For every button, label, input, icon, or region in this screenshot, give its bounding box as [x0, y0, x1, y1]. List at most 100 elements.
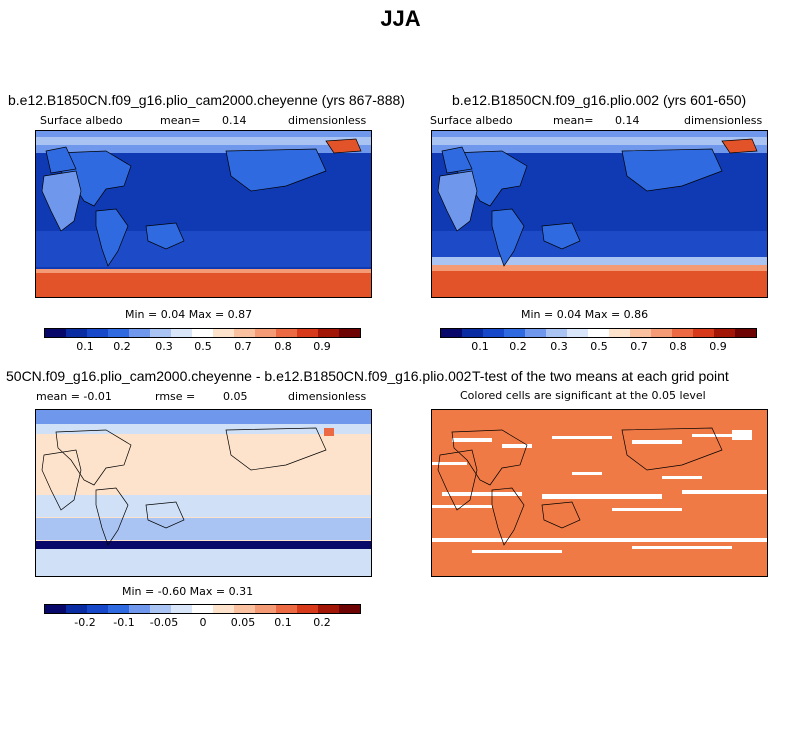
panel2-antarctic-core — [432, 271, 767, 297]
panel4-australia — [541, 501, 581, 529]
panel1-tick: 0.5 — [194, 340, 212, 353]
panel3-australia — [145, 501, 185, 529]
panel3-tick: -0.1 — [113, 616, 135, 629]
colorbar-swatch — [651, 329, 672, 337]
colorbar-swatch — [276, 329, 297, 337]
panel2-mean-label: mean= — [553, 114, 594, 127]
panel4-south-america — [491, 487, 525, 546]
panel2-tick: 0.8 — [669, 340, 687, 353]
colorbar-swatch — [45, 329, 66, 337]
colorbar-swatch — [255, 329, 276, 337]
colorbar-swatch — [483, 329, 504, 337]
panel2-tick: 0.7 — [630, 340, 648, 353]
panel1-tick: 0.8 — [274, 340, 292, 353]
panel1-variable-label: Surface albedo — [40, 114, 123, 127]
panel1-units: dimensionless — [288, 114, 367, 127]
panel1-antarctic-core — [36, 273, 371, 297]
colorbar-swatch — [108, 329, 129, 337]
panel4-title: T-test of the two means at each grid poi… — [472, 368, 729, 384]
colorbar-swatch — [588, 329, 609, 337]
panel1-tick: 0.2 — [113, 340, 131, 353]
panel1-tick: 0.3 — [155, 340, 173, 353]
panel3-asia — [225, 427, 327, 471]
panel2-africa — [437, 170, 478, 232]
colorbar-swatch — [297, 329, 318, 337]
colorbar-swatch — [108, 605, 129, 613]
panel1-greenland — [325, 138, 362, 154]
panel1-map — [35, 130, 372, 298]
panel2-south-america — [491, 208, 525, 267]
panel3-sea-ice-edge-diff — [36, 541, 371, 549]
panel3-tick: 0 — [199, 616, 207, 629]
panel1-tick: 0.9 — [313, 340, 331, 353]
panel2-tick: 0.1 — [471, 340, 489, 353]
colorbar-swatch — [171, 605, 192, 613]
panel1-arctic-sea-ice — [36, 137, 371, 145]
colorbar-swatch — [525, 329, 546, 337]
panel1-title: b.e12.B1850CN.f09_g16.plio_cam2000.cheye… — [8, 92, 405, 108]
panel2-min-max: Min = 0.04 Max = 0.86 — [521, 308, 649, 321]
panel3-min-max: Min = -0.60 Max = 0.31 — [122, 585, 254, 598]
colorbar-swatch — [630, 329, 651, 337]
panel3-tick: 0.1 — [274, 616, 292, 629]
colorbar-swatch — [735, 329, 756, 337]
colorbar-swatch — [567, 329, 588, 337]
panel3-tick: -0.2 — [74, 616, 96, 629]
panel1-colorbar — [44, 328, 361, 338]
colorbar-swatch — [213, 605, 234, 613]
panel1-map-svg — [36, 131, 371, 297]
panel3-tropics-diff — [36, 495, 371, 517]
colorbar-swatch — [462, 329, 483, 337]
colorbar-swatch — [693, 329, 714, 337]
colorbar-swatch — [150, 329, 171, 337]
panel1-southern-ocean — [36, 231, 371, 267]
panel2-asia — [621, 148, 723, 192]
panel2-tick: 0.5 — [590, 340, 608, 353]
colorbar-swatch — [192, 605, 213, 613]
colorbar-swatch — [318, 329, 339, 337]
colorbar-swatch — [339, 605, 360, 613]
panel4-north-america — [451, 429, 528, 486]
colorbar-swatch — [297, 605, 318, 613]
colorbar-swatch — [129, 605, 150, 613]
colorbar-swatch — [672, 329, 693, 337]
panel1-africa — [41, 170, 82, 232]
panel2-tick: 0.3 — [550, 340, 568, 353]
panel2-europe — [441, 146, 473, 174]
panel1-asia — [225, 148, 327, 192]
panel4-map-svg — [432, 427, 767, 553]
panel3-tick: -0.05 — [149, 616, 179, 629]
panel2-greenland — [721, 138, 758, 154]
colorbar-swatch — [129, 329, 150, 337]
main-title: JJA — [380, 6, 421, 31]
panel1-min-max: Min = 0.04 Max = 0.87 — [125, 308, 253, 321]
panel3-tick: 0.2 — [313, 616, 331, 629]
panel3-mean-label: mean = -0.01 — [36, 390, 112, 403]
panel3-tick: 0.05 — [230, 616, 256, 629]
panel3-greenland-diff — [324, 428, 334, 436]
panel2-units: dimensionless — [684, 114, 763, 127]
panel3-map — [35, 409, 372, 577]
panel2-tick: 0.9 — [709, 340, 727, 353]
colorbar-swatch — [234, 329, 255, 337]
colorbar-swatch — [609, 329, 630, 337]
panel2-map — [431, 130, 768, 298]
panel4-map — [431, 409, 768, 577]
colorbar-swatch — [87, 605, 108, 613]
panel3-north-america — [55, 429, 132, 486]
colorbar-swatch — [150, 605, 171, 613]
colorbar-swatch — [504, 329, 525, 337]
panel3-rmse-label: rmse = — [155, 390, 196, 403]
panel3-arctic-diff — [36, 410, 371, 424]
panel4-subtitle: Colored cells are significant at the 0.0… — [460, 389, 706, 402]
panel1-australia — [145, 222, 185, 250]
colorbar-swatch — [234, 605, 255, 613]
colorbar-swatch — [171, 329, 192, 337]
colorbar-swatch — [192, 329, 213, 337]
panel2-mean-value: 0.14 — [615, 114, 640, 127]
colorbar-swatch — [87, 329, 108, 337]
panel2-variable-label: Surface albedo — [430, 114, 513, 127]
panel4-asia — [621, 427, 723, 471]
panel2-australia — [541, 222, 581, 250]
colorbar-swatch — [276, 605, 297, 613]
